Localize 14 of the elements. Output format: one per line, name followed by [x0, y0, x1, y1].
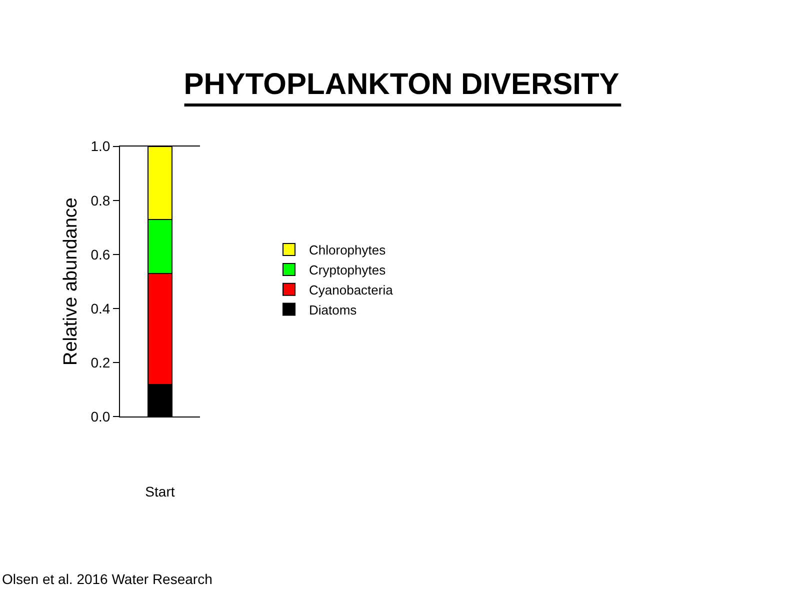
y-axis-title: Relative abundance [60, 198, 82, 366]
legend-label: Cryptophytes [309, 262, 386, 278]
legend-label: Cyanobacteria [309, 282, 394, 298]
y-tick-label: 1.0 [90, 138, 110, 154]
x-tick-label: Start [145, 484, 175, 500]
y-tick-label: 0.6 [90, 246, 110, 262]
y-tick-label: 0.4 [90, 300, 110, 316]
legend-label: Diatoms [309, 302, 358, 318]
y-tick-label: 0.8 [90, 192, 110, 208]
text: Olsen et al. 2016 Water Research [2, 571, 212, 587]
legend-label: Chlorophytes [309, 242, 386, 258]
text: PHYTOPLANKTON DIVERSITY [184, 68, 620, 102]
y-tick-label: 0.0 [90, 408, 110, 425]
y-tick-label: 0.2 [90, 354, 110, 371]
